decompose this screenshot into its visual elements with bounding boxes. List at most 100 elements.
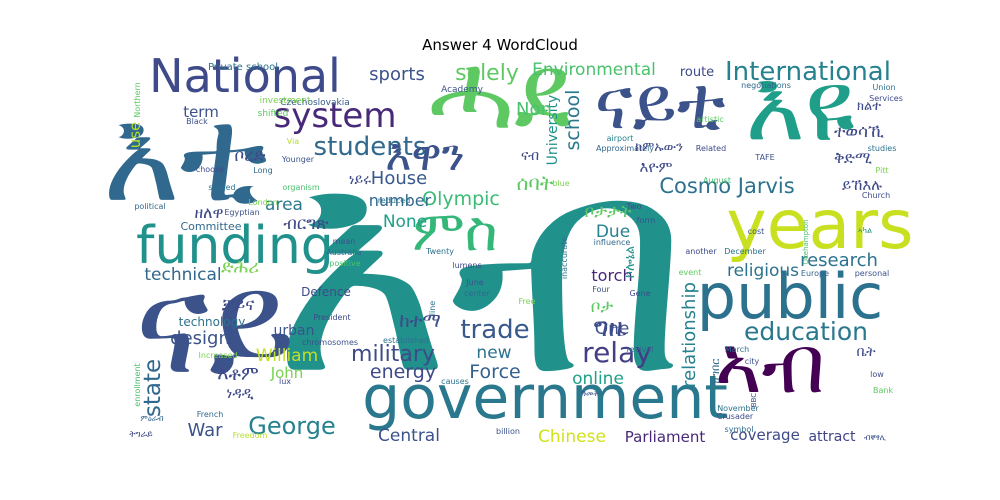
word-77: studies xyxy=(868,144,897,153)
word-19: military xyxy=(351,342,435,367)
word-79: Pitt xyxy=(875,166,888,175)
word-118: March xyxy=(725,345,749,354)
word-117: revival xyxy=(627,345,654,354)
word-133: ትግራይ xyxy=(129,430,153,440)
word-156: ቤት xyxy=(856,344,876,360)
word-105: positive xyxy=(329,259,360,268)
word-33: Chinese xyxy=(538,427,606,447)
word-132: enrollment xyxy=(133,363,142,406)
word-146: ቦረድ xyxy=(234,146,265,166)
word-110: Four xyxy=(592,285,610,294)
word-76: artistic xyxy=(696,115,723,124)
chart-title: Answer 4 WordCloud xyxy=(422,36,578,54)
word-72: Via xyxy=(287,137,300,146)
word-125: symbol xyxy=(725,425,754,434)
word-158: ምዕራብ xyxy=(140,414,163,423)
word-91: blue xyxy=(552,179,569,188)
word-41: design xyxy=(170,328,230,349)
word-140: እቶም xyxy=(217,363,258,385)
word-135: ሰባት xyxy=(517,171,554,195)
word-154: ናብ xyxy=(521,148,539,164)
word-124: November xyxy=(717,404,759,413)
word-144: ዘለዋ xyxy=(194,203,223,222)
word-126: causes xyxy=(441,377,469,386)
word-85: organism xyxy=(282,183,319,192)
word-83: Long xyxy=(253,166,272,175)
word-74: Approximately xyxy=(596,144,654,153)
word-120: low xyxy=(870,370,884,379)
word-16: ምስ xyxy=(412,199,497,264)
word-35: coverage xyxy=(730,426,800,444)
word-86: London xyxy=(248,198,277,207)
word-116: established xyxy=(383,336,429,345)
word-4: public xyxy=(697,260,884,333)
word-47: John xyxy=(270,364,304,382)
word-141: ነዳዲ xyxy=(226,384,253,402)
word-46: William xyxy=(256,346,318,366)
word-153: እዮም xyxy=(639,158,672,176)
word-30: University xyxy=(545,95,561,166)
word-10: National xyxy=(149,49,341,103)
word-137: ቦታታት xyxy=(585,202,632,222)
word-13: system xyxy=(274,96,397,136)
word-29: school xyxy=(562,90,584,151)
word-100: Europe xyxy=(801,269,829,278)
word-112: Free xyxy=(519,297,536,306)
word-73: airport xyxy=(607,134,634,143)
word-17: International xyxy=(725,57,891,87)
word-78: TAFE xyxy=(754,153,774,162)
word-64: investment xyxy=(260,96,311,106)
word-23: Cosmo Jarvis xyxy=(659,174,794,198)
word-52: None xyxy=(383,212,427,232)
word-151: ክልተ xyxy=(857,99,881,114)
word-155: ኮሎኔል xyxy=(623,246,638,278)
word-84: staged xyxy=(208,183,235,192)
word-69: Services xyxy=(869,94,903,103)
word-67: negotiations xyxy=(741,81,791,90)
word-51: Non xyxy=(516,99,552,120)
word-39: online xyxy=(572,369,624,389)
word-7: እቲ xyxy=(103,79,268,231)
word-61: Committee xyxy=(180,220,241,233)
word-8: ናይቲ xyxy=(594,61,725,145)
word-20: trade xyxy=(460,315,529,345)
word-127: billion xyxy=(496,427,520,436)
word-130: French xyxy=(197,410,224,419)
word-142: ድሕሪ xyxy=(221,257,259,278)
word-149: ቅድሚ xyxy=(834,148,872,167)
word-32: Central xyxy=(378,426,440,446)
word-1: years xyxy=(726,186,913,265)
word-108: June xyxy=(465,278,484,287)
word-12: education xyxy=(744,317,868,346)
word-24: sports xyxy=(369,64,425,85)
word-66: Academy xyxy=(441,85,483,95)
word-147: ነይሩ xyxy=(349,172,371,188)
word-104: Australia xyxy=(326,248,361,257)
word-159: ኣካል xyxy=(858,226,872,235)
word-106: Twenty xyxy=(425,247,454,256)
word-143: ቻይና xyxy=(222,295,254,315)
word-111: Gene xyxy=(629,289,650,298)
word-25: solely xyxy=(455,61,519,86)
word-0: እብ xyxy=(272,92,688,441)
word-96: cost xyxy=(748,227,765,236)
word-59: urban xyxy=(274,323,315,339)
word-22: George xyxy=(248,412,336,440)
word-93: Two xyxy=(626,202,642,211)
word-55: use xyxy=(126,122,144,149)
word-15: እዋን xyxy=(385,130,464,181)
word-58: technology xyxy=(179,315,246,329)
word-82: Younger xyxy=(281,155,315,164)
word-90: reduced xyxy=(378,196,411,205)
word-88: choose xyxy=(196,165,224,174)
word-14: students xyxy=(314,132,427,162)
word-81: Church xyxy=(862,191,890,200)
word-53: number xyxy=(369,191,432,210)
word-2: government xyxy=(362,363,728,433)
word-31: state xyxy=(140,359,166,417)
word-157: ዝግበር xyxy=(709,359,722,386)
word-94: influence xyxy=(594,238,631,247)
word-65: shifted xyxy=(258,109,289,119)
word-113: line xyxy=(428,301,437,316)
